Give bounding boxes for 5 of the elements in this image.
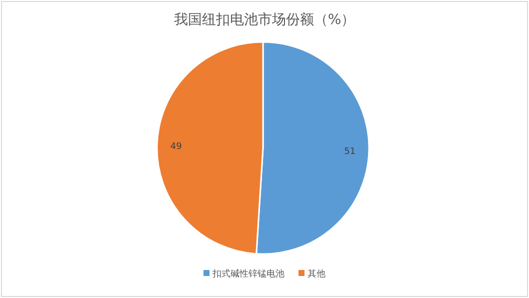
data-label: 49 xyxy=(170,142,182,152)
data-label: 51 xyxy=(344,147,356,158)
legend-label: 扣式碱性锌锰电池 xyxy=(212,268,284,280)
chart-title: 我国纽扣电池市场份额（%） xyxy=(174,12,356,28)
legend-label: 其他 xyxy=(308,268,326,280)
